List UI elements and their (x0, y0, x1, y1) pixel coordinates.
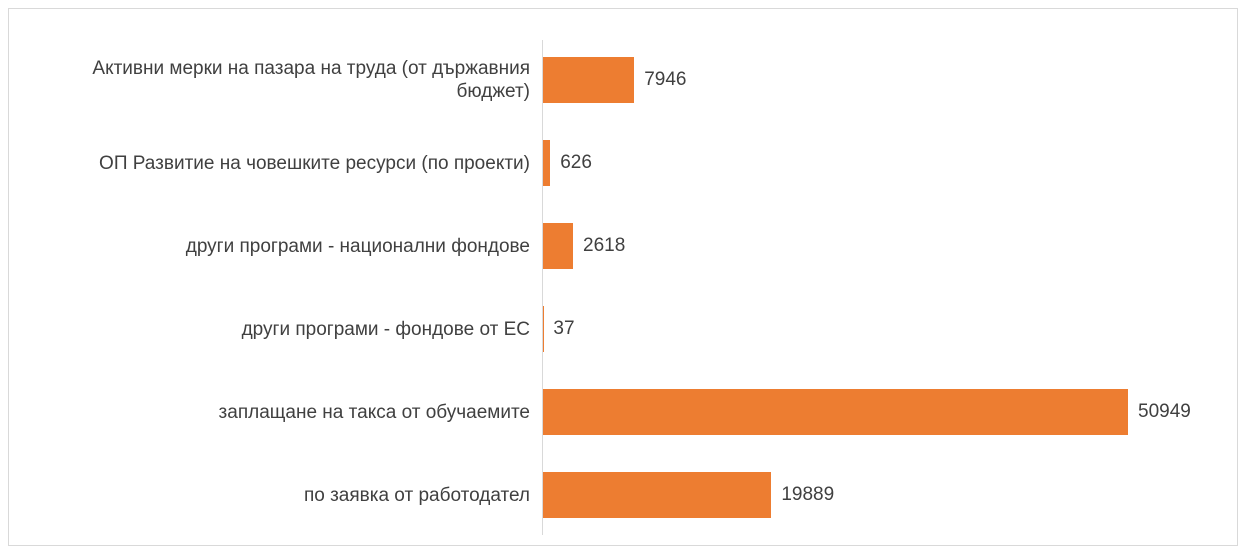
category-label: Активни мерки на пазара на труда (от дър… (92, 58, 530, 102)
category-label: по заявка от работодател (303, 484, 530, 506)
bar (543, 389, 1128, 435)
category-label: ОП Развитие на човешките ресурси (по про… (99, 152, 530, 174)
data-label: 19889 (781, 484, 835, 505)
data-label: 37 (553, 318, 575, 339)
data-label: 2618 (583, 235, 626, 256)
category-axis (542, 40, 543, 535)
bar (543, 140, 551, 186)
category-label: други програми - фондове от ЕС (241, 318, 530, 340)
chart-frame (8, 8, 1238, 546)
category-label: заплащане на такса от обучаемите (218, 401, 530, 423)
category-label: други програми - национални фондове (185, 235, 530, 257)
bar (543, 223, 574, 269)
bar (543, 57, 635, 103)
data-label: 626 (560, 152, 592, 173)
bar (543, 472, 772, 518)
data-label: 7946 (644, 69, 687, 90)
data-label: 50949 (1138, 401, 1191, 422)
